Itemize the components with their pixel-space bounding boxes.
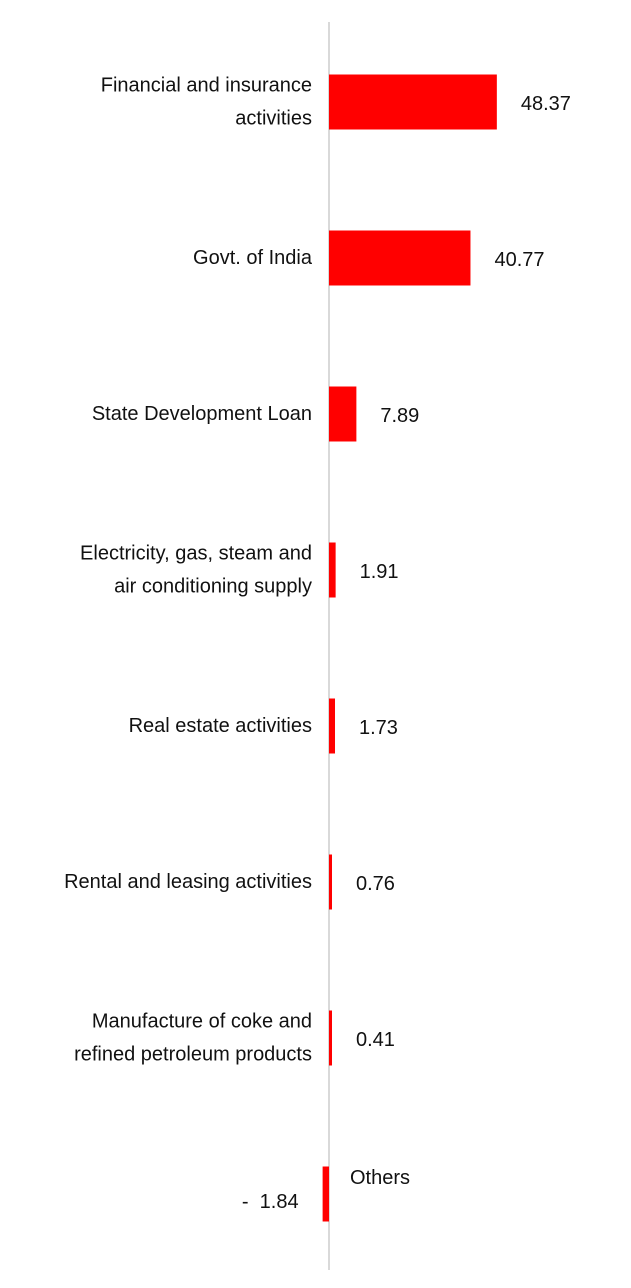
category-labels-group: Financial and insurance activities Govt. o… (64, 75, 410, 1190)
category-label: Manufacture of coke and refined petroleum… (74, 1011, 312, 1066)
category-label: Electricity, gas, steam and air condition… (80, 543, 312, 598)
bar (329, 698, 336, 754)
bar (329, 74, 497, 130)
data-label: 0.76 (356, 873, 395, 895)
bars-group (322, 74, 497, 1222)
category-label: Real estate activities (129, 715, 312, 737)
bar (329, 542, 336, 598)
category-label: Rental and leasing activities (64, 871, 312, 893)
category-label: State Development Loan (92, 403, 312, 425)
data-label: 48.37 (521, 93, 571, 115)
data-label: 7.89 (380, 405, 419, 427)
value-labels-group: 48.37 40.77 7.89 1.91 1.73 0.76 0.41 - 1.84 (242, 93, 571, 1213)
category-label: Govt. of India (193, 247, 313, 269)
data-label: - 1.84 (242, 1191, 299, 1213)
category-label: Others (350, 1167, 410, 1189)
bar (329, 230, 471, 286)
data-label: 40.77 (494, 249, 544, 271)
bar (329, 854, 332, 910)
bar (329, 1010, 332, 1066)
bar (322, 1166, 329, 1222)
category-label: Financial and insurance activities (101, 75, 312, 130)
data-label: 1.73 (359, 717, 398, 739)
data-label: 0.41 (356, 1029, 395, 1051)
data-label: 1.91 (360, 561, 399, 583)
bar (329, 386, 357, 442)
